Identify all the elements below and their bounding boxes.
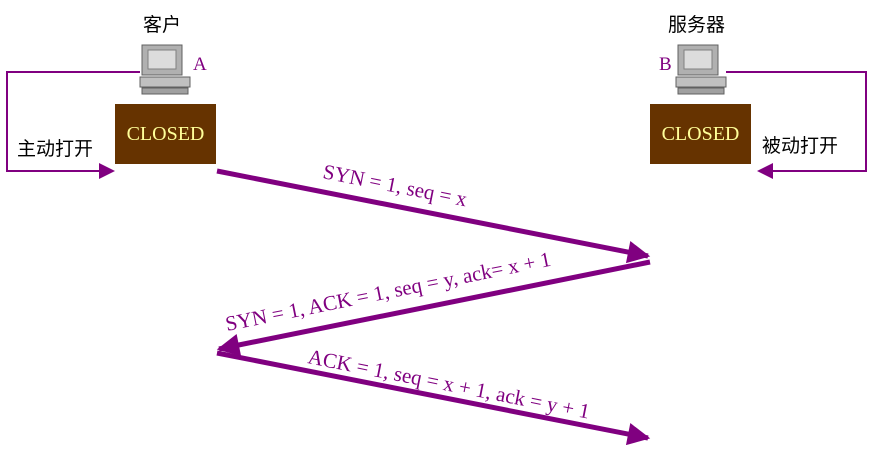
client-title: 客户 <box>143 14 181 36</box>
client-state-box: CLOSED <box>115 104 216 164</box>
client-loop <box>6 71 140 179</box>
server-loop <box>726 71 867 179</box>
client-letter: A <box>193 54 207 75</box>
server-action-label: 被动打开 <box>762 135 838 157</box>
client-state-label: CLOSED <box>127 123 205 145</box>
message-3: ACK = 1, seq = x + 1, ack = y + 1 <box>216 344 651 446</box>
message-2: SYN = 1, ACK = 1, seq = y, ack= x + 1 <box>216 247 651 357</box>
message-1-arrow <box>216 168 651 264</box>
message-3-arrow <box>216 350 651 446</box>
server-letter: B <box>659 54 672 75</box>
message-1-label: SYN = 1, seq = x <box>321 159 470 211</box>
server-computer-icon <box>675 44 727 95</box>
server-state-box: CLOSED <box>650 104 751 164</box>
server-state-label: CLOSED <box>662 123 740 145</box>
server-title: 服务器 <box>668 14 725 36</box>
client-computer-icon <box>139 44 191 95</box>
message-3-label: ACK = 1, seq = x + 1, ack = y + 1 <box>306 344 592 423</box>
client-action-label: 主动打开 <box>17 138 93 160</box>
message-2-arrow <box>216 259 651 357</box>
message-1: SYN = 1, seq = x <box>216 159 651 264</box>
